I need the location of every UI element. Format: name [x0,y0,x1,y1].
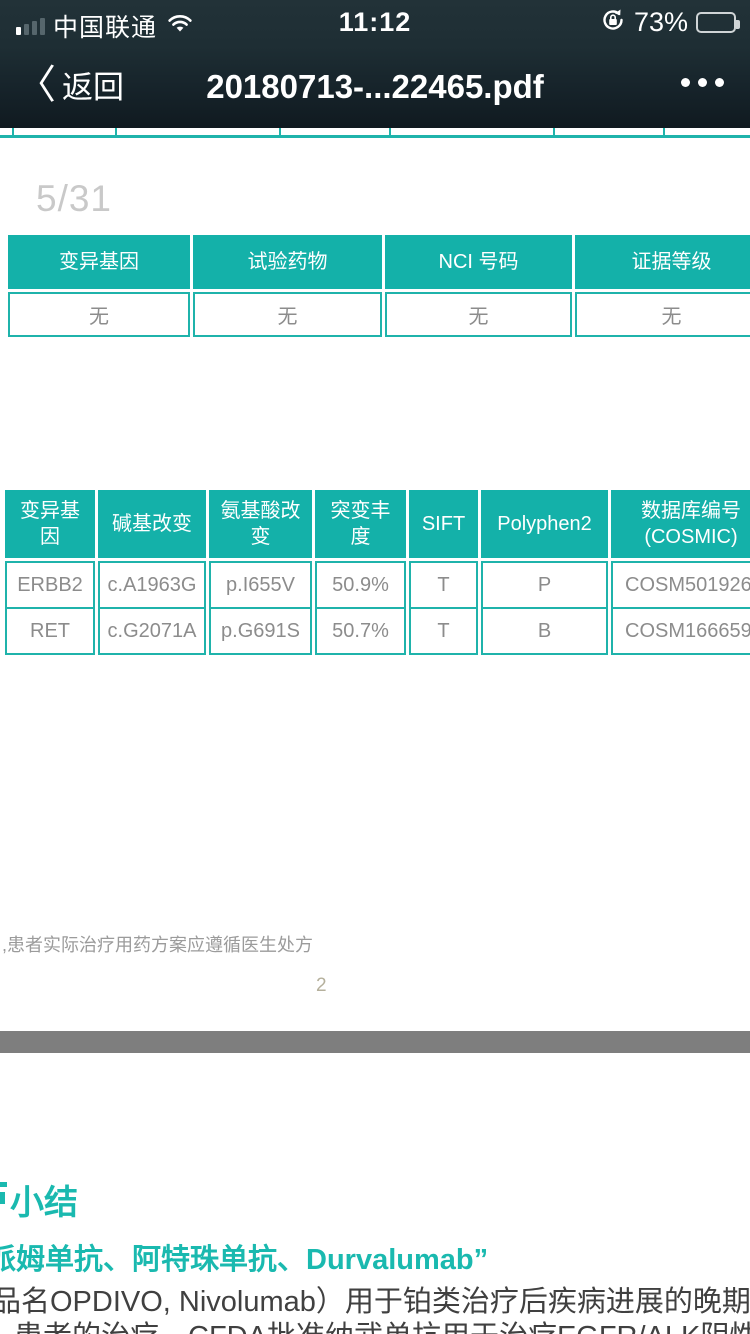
table-header-row: 变异基因 试验药物 NCI 号码 证据等级 [8,235,750,289]
table-cell: c.A1963G [98,561,206,609]
variant-detail-table: 变异基因 碱基改变 氨基酸改变 突变丰度 SIFT Polyphen2 数据库编… [5,490,750,655]
document-title: 20180713-...22465.pdf [206,68,544,105]
status-left: 中国联通 [16,8,193,44]
table-cell: c.G2071A [98,607,206,655]
pdf-page-indicator: 5/31 [36,178,113,219]
status-right: 73% [600,7,740,38]
trial-evidence-table: 变异基因 试验药物 NCI 号码 证据等级 无 无 无 无 [8,235,750,337]
table-cell: T [409,607,478,655]
table-header-row: 变异基因 碱基改变 氨基酸改变 突变丰度 SIFT Polyphen2 数据库编… [5,490,750,558]
table-cell: p.G691S [209,607,312,655]
table-cell: ERBB2 [5,561,95,609]
disclaimer-note: ,患者实际治疗用药方案应遵循医生处方 [2,935,313,955]
more-options-button[interactable] [681,78,724,87]
back-chevron-icon: 〈 [16,62,56,107]
back-label: 返回 [62,70,124,105]
table-cell: B [481,607,608,655]
table-cell: P [481,561,608,609]
table-cell: 无 [193,292,382,337]
table-header-cell: 突变丰度 [315,490,406,558]
section-subheading-drugs: 派姆单抗、阿特珠单抗、Durvalumab” [0,1244,489,1276]
back-button[interactable]: 〈 返回 [16,62,124,107]
wifi-icon [167,14,193,39]
status-bar: 中国联通 11:12 [0,0,750,44]
battery-icon [696,12,740,33]
table-header-cell: Polyphen2 [481,490,608,558]
table-header-cell: 试验药物 [193,235,382,289]
paragraph-line: 品名OPDIVO, Nivolumab）用于铂类治疗后疾病进展的晚期非小细胞肺 [0,1286,750,1318]
section-heading-summary: 小结 [10,1184,78,1222]
battery-percent-label: 73% [633,7,688,37]
paragraph-line: 患者的治疗。CFDA批准纳武单抗用于治疗EGFR/ALK阴性、既往接受 [14,1313,750,1334]
table-cell: p.I655V [209,561,312,609]
table-header-cell: 变异基因 [5,490,95,558]
table-header-cell: SIFT [409,490,478,558]
table-row: ERBB2 c.A1963G p.I655V 50.9% T P COSM501… [5,561,750,609]
clock: 11:12 [338,7,412,37]
table-cell: 无 [8,292,190,337]
orientation-lock-icon [600,7,626,38]
cellular-signal-icon [16,17,45,35]
clipped-table-row-top [0,128,750,138]
table-header-cell: 碱基改变 [98,490,206,558]
table-cell: 50.9% [315,561,406,609]
table-row: RET c.G2071A p.G691S 50.7% T B COSM16665… [5,607,750,655]
table-cell: COSM5019265 [611,561,750,609]
table-cell: COSM1666597 [611,607,750,655]
clipped-character-fragment [0,1180,7,1206]
table-cell: 无 [575,292,750,337]
pdf-page-separator [0,1031,750,1053]
app-chrome: 中国联通 11:12 [0,0,750,128]
table-cell: RET [5,607,95,655]
table-row: 无 无 无 无 [8,292,750,337]
table-header-cell: NCI 号码 [385,235,572,289]
pdf-page-number: 2 [316,975,327,996]
table-cell: 50.7% [315,607,406,655]
table-header-cell: 证据等级 [575,235,750,289]
table-cell: T [409,561,478,609]
carrier-label: 中国联通 [53,14,158,42]
table-cell: 无 [385,292,572,337]
table-header-cell: 氨基酸改变 [209,490,312,558]
nav-bar: 〈 返回 20180713-...22465.pdf [0,44,750,128]
ellipsis-icon [681,78,690,87]
table-header-cell: 变异基因 [8,235,190,289]
table-header-cell: 数据库编号 (COSMIC) [611,490,750,558]
